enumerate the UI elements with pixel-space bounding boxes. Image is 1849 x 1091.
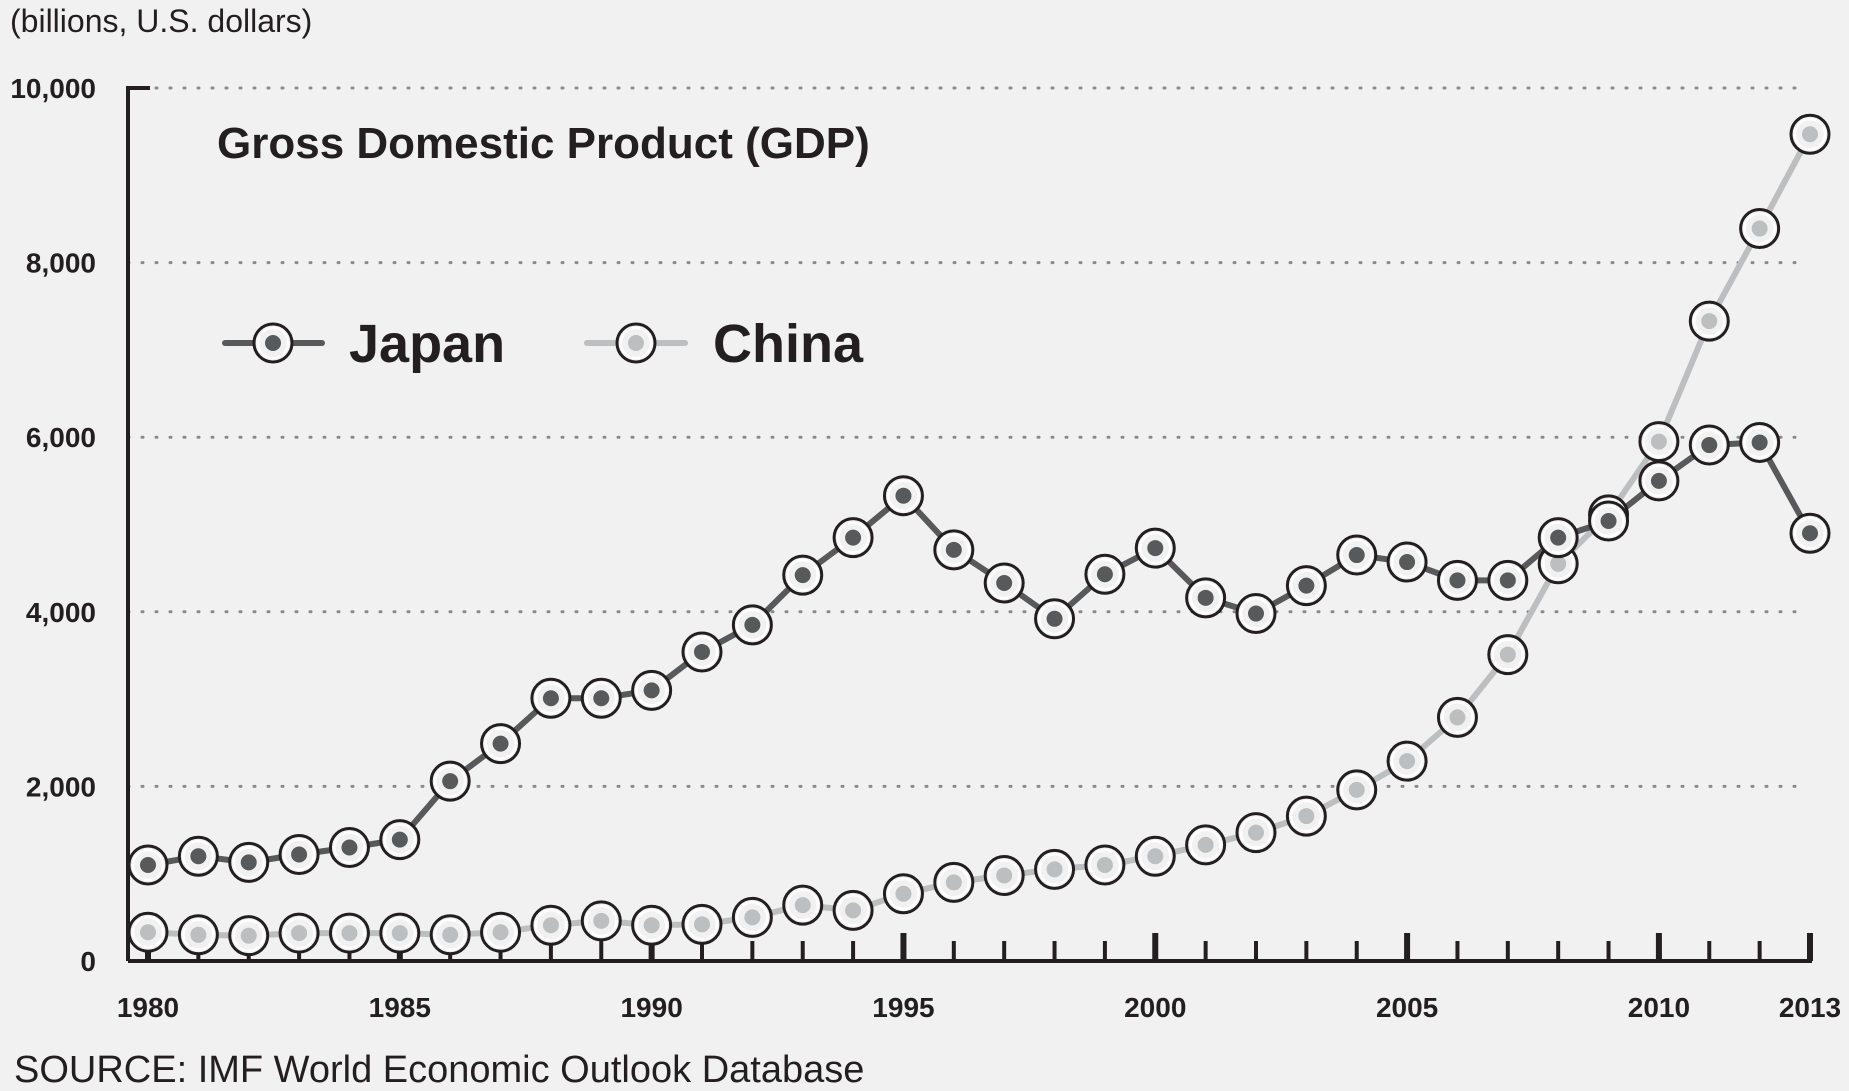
china-data-point [1235, 812, 1277, 854]
japan-data-point [1336, 534, 1378, 576]
japan-data-point [1034, 598, 1076, 640]
china-data-point [278, 912, 320, 954]
japan-data-point [1588, 500, 1630, 542]
japan-data-point [681, 631, 723, 673]
china-data-point [731, 896, 773, 938]
china-data-point [1487, 634, 1529, 676]
x-tick-label: 2013 [1779, 992, 1841, 1023]
japan-data-point [1739, 421, 1781, 463]
china-data-point [832, 889, 874, 931]
japan-data-point [228, 841, 270, 883]
japan-data-point [480, 723, 522, 765]
china-data-point [328, 912, 370, 954]
legend-item-japan: Japan [222, 314, 505, 374]
china-data-point [1739, 208, 1781, 250]
x-tick-label: 2005 [1376, 992, 1438, 1023]
china-data-point [480, 911, 522, 953]
japan-data-point [379, 819, 421, 861]
japan-data-point [1285, 565, 1327, 607]
china-data-point [933, 861, 975, 903]
japan-data-point [530, 677, 572, 719]
japan-data-point [127, 844, 169, 886]
china-data-point [983, 854, 1025, 896]
japan-data-point [631, 669, 673, 711]
china-data-point [681, 903, 723, 945]
y-tick-label: 4,000 [26, 597, 96, 628]
china-data-point [429, 914, 471, 956]
x-tick-label: 2000 [1124, 992, 1186, 1023]
china-data-point [1386, 740, 1428, 782]
x-tick-label: 1980 [117, 992, 179, 1023]
japan-data-point [278, 833, 320, 875]
japan-data-point [1638, 460, 1680, 502]
japan-data-point [731, 604, 773, 646]
x-tick-label: 1990 [620, 992, 682, 1023]
grid-lines [126, 86, 1810, 788]
legend-marker [252, 322, 294, 364]
legend-marker [615, 322, 657, 364]
y-axis-labels: 0 2,000 4,000 6,000 8,000 10,000 [10, 73, 96, 977]
japan-data-point [1386, 541, 1428, 583]
china-data-point [530, 904, 572, 946]
series-layer [127, 113, 1831, 957]
y-tick-label: 10,000 [10, 73, 96, 104]
china-data-point [379, 912, 421, 954]
japan-data-point [1487, 559, 1529, 601]
x-tick-label: 1995 [872, 992, 934, 1023]
y-tick-label: 8,000 [26, 248, 96, 279]
china-data-point [882, 873, 924, 915]
chart-title: Gross Domestic Product (GDP) [217, 119, 870, 168]
japan-data-point [1185, 577, 1227, 619]
china-data-point [1084, 844, 1126, 886]
legend: Japan China [222, 314, 864, 374]
y-tick-label: 0 [80, 946, 96, 977]
china-series-line [145, 131, 1813, 939]
japan-data-point [1436, 559, 1478, 601]
japan-data-point [328, 827, 370, 869]
china-data-point [1638, 421, 1680, 463]
china-data-point [782, 884, 824, 926]
china-data-point [631, 904, 673, 946]
y-tick-label: 6,000 [26, 422, 96, 453]
x-tick-label: 2010 [1628, 992, 1690, 1023]
legend-item-china: China [584, 314, 864, 374]
japan-series-line [145, 439, 1813, 868]
japan-data-point [580, 677, 622, 719]
japan-data-point [429, 760, 471, 802]
china-data-point [1789, 113, 1831, 155]
china-data-point [1185, 824, 1227, 866]
japan-data-point [1789, 512, 1831, 554]
china-data-point [1134, 835, 1176, 877]
japan-data-point [1688, 424, 1730, 466]
china-data-point [1336, 769, 1378, 811]
china-data-point [580, 900, 622, 942]
china-data-point [1436, 696, 1478, 738]
japan-data-point [832, 517, 874, 559]
china-data-point [1688, 300, 1730, 342]
china-data-point [1034, 848, 1076, 890]
japan-data-point [177, 835, 219, 877]
japan-data-point [933, 529, 975, 571]
legend-label: China [713, 314, 864, 374]
china-data-point [1285, 795, 1327, 837]
japan-data-point [1134, 527, 1176, 569]
source-note: SOURCE: IMF World Economic Outlook Datab… [14, 1049, 864, 1091]
japan-data-point [1084, 553, 1126, 595]
china-data-point [127, 911, 169, 953]
x-tick-label: 1985 [369, 992, 431, 1023]
unit-label: (billions, U.S. dollars) [10, 3, 312, 39]
legend-label: Japan [349, 314, 505, 374]
japan-data-point [1537, 517, 1579, 559]
japan-data-point [983, 562, 1025, 604]
china-data-point [228, 915, 270, 957]
japan-data-point [882, 475, 924, 517]
japan-data-point [1235, 593, 1277, 635]
y-tick-label: 2,000 [26, 771, 96, 802]
japan-data-point [782, 554, 824, 596]
china-data-point [177, 914, 219, 956]
x-axis: 1980 1985 1990 1995 2000 2005 2010 2013 [117, 86, 1841, 1023]
